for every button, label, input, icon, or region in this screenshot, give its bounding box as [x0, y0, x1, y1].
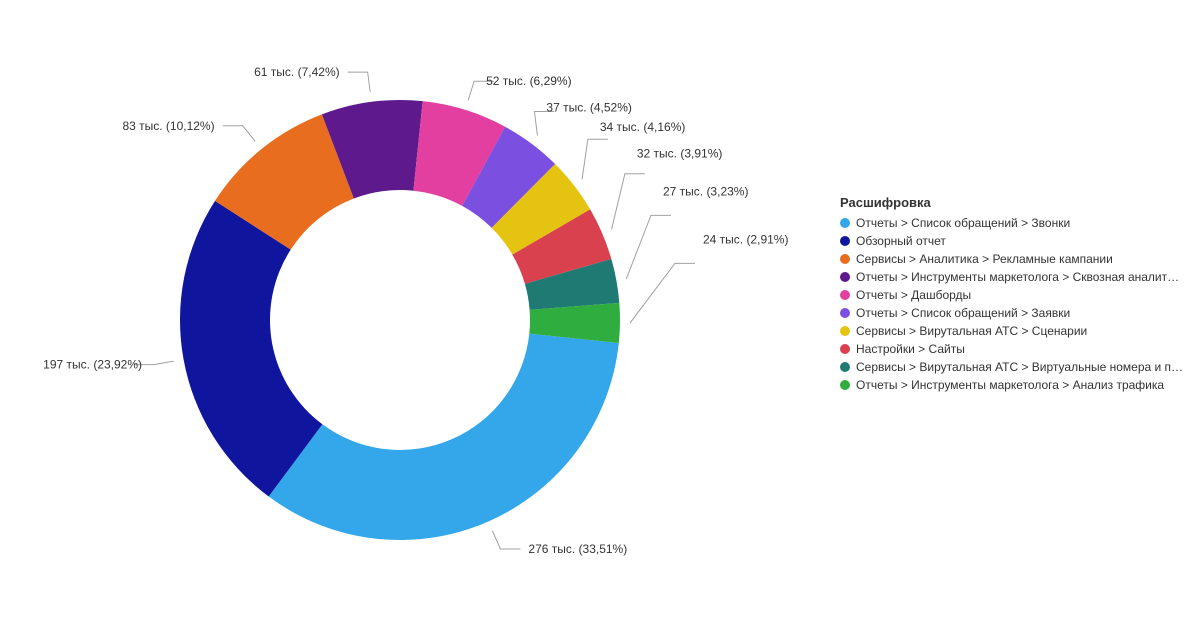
- legend-label: Сервисы > Вирутальная АТС > Виртуальные …: [856, 360, 1183, 374]
- leader-line: [348, 72, 371, 92]
- legend-item: Настройки > Сайты: [840, 342, 1183, 356]
- legend-swatch: [840, 272, 850, 282]
- legend-item: Сервисы > Вирутальная АТС > Сценарии: [840, 324, 1183, 338]
- legend-item: Отчеты > Инструменты маркетолога > Сквоз…: [840, 270, 1183, 284]
- legend-label: Отчеты > Дашборды: [856, 288, 971, 302]
- leader-line: [582, 139, 608, 179]
- legend-swatch: [840, 218, 850, 228]
- legend-label: Отчеты > Список обращений > Заявки: [856, 306, 1070, 320]
- slice-label: 37 тыс. (4,52%): [546, 101, 632, 115]
- legend-label: Отчеты > Список обращений > Звонки: [856, 216, 1070, 230]
- legend-swatch: [840, 254, 850, 264]
- legend-swatch: [840, 308, 850, 318]
- legend-label: Отчеты > Инструменты маркетолога > Сквоз…: [856, 270, 1179, 284]
- leader-line: [626, 215, 671, 279]
- legend-item: Отчеты > Список обращений > Звонки: [840, 216, 1183, 230]
- legend-swatch: [840, 326, 850, 336]
- slice-label: 52 тыс. (6,29%): [486, 74, 571, 88]
- legend-swatch: [840, 290, 850, 300]
- donut-slice: [269, 334, 619, 540]
- legend-swatch: [840, 362, 850, 372]
- legend-label: Отчеты > Инструменты маркетолога > Анали…: [856, 378, 1164, 392]
- slice-label: 27 тыс. (3,23%): [663, 184, 749, 198]
- legend-swatch: [840, 344, 850, 354]
- legend-swatch: [840, 236, 850, 246]
- legend-item: Обзорный отчет: [840, 234, 1183, 248]
- legend-item: Сервисы > Вирутальная АТС > Виртуальные …: [840, 360, 1183, 374]
- slice-label: 32 тыс. (3,91%): [637, 147, 723, 161]
- legend-item: Отчеты > Список обращений > Заявки: [840, 306, 1183, 320]
- leader-line: [611, 174, 644, 230]
- slice-label: 83 тыс. (10,12%): [122, 119, 214, 133]
- legend-label: Сервисы > Вирутальная АТС > Сценарии: [856, 324, 1087, 338]
- leader-line: [630, 263, 695, 323]
- chart-legend: Расшифровка Отчеты > Список обращений > З…: [840, 195, 1183, 396]
- legend-title: Расшифровка: [840, 195, 1183, 210]
- legend-swatch: [840, 380, 850, 390]
- slice-label: 197 тыс. (23,92%): [43, 358, 142, 372]
- legend-label: Настройки > Сайты: [856, 342, 965, 356]
- legend-label: Обзорный отчет: [856, 234, 946, 248]
- leader-line: [534, 112, 554, 136]
- legend-item: Сервисы > Аналитика > Рекламные кампании: [840, 252, 1183, 266]
- leader-line: [492, 531, 520, 549]
- slice-label: 61 тыс. (7,42%): [254, 65, 340, 79]
- slice-label: 24 тыс. (2,91%): [703, 232, 789, 246]
- donut-slice: [180, 201, 322, 497]
- leader-line: [223, 126, 256, 142]
- slice-label: 34 тыс. (4,16%): [600, 120, 686, 134]
- slice-label: 276 тыс. (33,51%): [528, 542, 627, 556]
- legend-item: Отчеты > Дашборды: [840, 288, 1183, 302]
- legend-label: Сервисы > Аналитика > Рекламные кампании: [856, 252, 1113, 266]
- legend-item: Отчеты > Инструменты маркетолога > Анали…: [840, 378, 1183, 392]
